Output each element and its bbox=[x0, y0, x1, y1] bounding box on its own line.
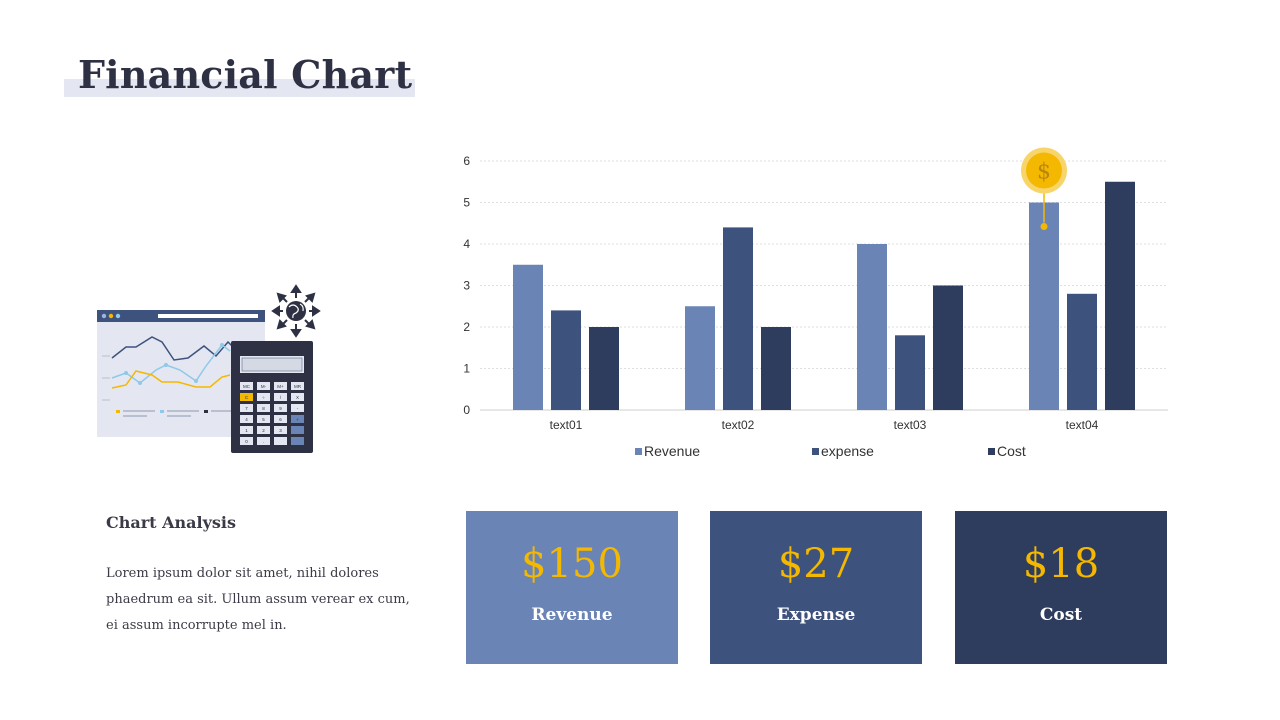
calculator-key-label: 0 bbox=[245, 439, 248, 444]
calculator-key bbox=[257, 426, 270, 434]
calculator-key bbox=[240, 426, 253, 434]
bar-cost bbox=[761, 327, 791, 410]
revenue-card: $150 Revenue bbox=[466, 511, 678, 664]
y-tick-label: 2 bbox=[463, 320, 470, 334]
calculator-key bbox=[291, 415, 304, 423]
calculator-key bbox=[274, 426, 287, 434]
finance-illustration: MC M- M+ MR C ÷ / X 7 8 9 - 4 5 6 +1 2 3 0. bbox=[97, 284, 321, 453]
expense-label: Expense bbox=[776, 605, 856, 625]
globe-arrows-icon bbox=[271, 284, 321, 338]
calculator-key-label: 2 bbox=[262, 428, 265, 433]
calculator-key-label: 6 bbox=[279, 417, 282, 422]
bar-expense bbox=[723, 227, 753, 410]
calculator-key-label: . bbox=[263, 439, 264, 444]
calculator-icon: MC M- M+ MR C ÷ / X 7 8 9 - 4 5 6 +1 2 3 0. bbox=[231, 341, 313, 453]
y-tick-label: 1 bbox=[463, 362, 470, 376]
calculator-key-label: MR bbox=[294, 384, 302, 389]
calculator-key-label: MC bbox=[243, 384, 251, 389]
calculator-key bbox=[240, 415, 253, 423]
cost-amount: $18 bbox=[1022, 541, 1100, 587]
bar-revenue bbox=[685, 306, 715, 410]
y-tick-label: 3 bbox=[463, 279, 470, 293]
calculator-key bbox=[257, 437, 270, 445]
line-chart-icon bbox=[102, 336, 237, 417]
dollar-coin-icon bbox=[1026, 152, 1062, 189]
calculator-key bbox=[240, 382, 253, 390]
expense-amount: $27 bbox=[777, 541, 855, 587]
legend-swatch bbox=[812, 448, 819, 455]
bar-revenue bbox=[513, 264, 543, 410]
calculator-key-label: 1 bbox=[245, 428, 248, 433]
calculator-key-label: 9 bbox=[279, 406, 282, 411]
y-tick-label: 0 bbox=[463, 403, 470, 417]
calculator-key bbox=[291, 393, 304, 401]
bar-cost bbox=[1105, 181, 1135, 410]
calculator-key bbox=[291, 382, 304, 390]
coin-stem-dot bbox=[1040, 223, 1048, 230]
financial-bar-chart: 0 1 2 3 4 5 6 text01 text02 text03 text04 $ Revenue e… bbox=[463, 147, 1168, 459]
analysis-text: Lorem ipsum dolor sit amet, nihil dolore… bbox=[106, 566, 410, 633]
title-highlight-band bbox=[64, 79, 415, 97]
x-tick-label: text03 bbox=[894, 418, 927, 432]
revenue-label: Revenue bbox=[531, 605, 613, 625]
calculator-key bbox=[274, 393, 287, 401]
dollar-coin-symbol: $ bbox=[1037, 160, 1051, 185]
calculator-key-label: 3 bbox=[279, 428, 282, 433]
bar-cost bbox=[589, 327, 619, 410]
expense-card: $27 Expense bbox=[710, 511, 922, 664]
calculator-key-label: X bbox=[296, 395, 299, 400]
x-tick-label: text02 bbox=[722, 418, 755, 432]
x-tick-label: text04 bbox=[1066, 418, 1099, 432]
x-tick-label: text01 bbox=[550, 418, 583, 432]
calculator-key-label: ÷ bbox=[262, 395, 265, 400]
legend-label: Cost bbox=[997, 443, 1026, 459]
calculator-key bbox=[291, 437, 304, 445]
cost-label: Cost bbox=[1039, 605, 1083, 625]
calculator-key bbox=[257, 393, 270, 401]
calculator-key bbox=[274, 382, 287, 390]
calculator-key-label: M+ bbox=[277, 384, 284, 389]
calculator-key-label: 4 bbox=[245, 417, 248, 422]
cost-card: $18 Cost bbox=[955, 511, 1167, 664]
calculator-key bbox=[291, 426, 304, 434]
bar-revenue bbox=[1029, 202, 1059, 410]
calculator-key bbox=[257, 404, 270, 412]
calculator-key bbox=[274, 415, 287, 423]
calculator-key bbox=[257, 415, 270, 423]
calculator-key-label: 7 bbox=[245, 406, 248, 411]
analysis-title: Chart Analysis bbox=[106, 513, 237, 532]
calculator-key bbox=[274, 437, 287, 445]
calculator-key-label: 8 bbox=[262, 406, 265, 411]
calculator-key-label: - bbox=[297, 406, 299, 411]
legend-swatch bbox=[635, 448, 642, 455]
y-tick-label: 5 bbox=[463, 196, 470, 210]
page-title: Financial Chart bbox=[78, 52, 413, 97]
calculator-key bbox=[240, 437, 253, 445]
legend-swatch bbox=[988, 448, 995, 455]
calculator-key bbox=[240, 404, 253, 412]
bar-expense bbox=[1067, 293, 1097, 410]
bar-revenue bbox=[857, 244, 887, 410]
calculator-key-label: C bbox=[245, 395, 249, 400]
calculator-key bbox=[274, 404, 287, 412]
calculator-key bbox=[257, 382, 270, 390]
calculator-key bbox=[291, 404, 304, 412]
y-tick-label: 4 bbox=[463, 237, 470, 251]
calculator-key bbox=[240, 393, 253, 401]
calculator-key-label: / bbox=[280, 395, 282, 400]
calculator-key-label: 5 bbox=[262, 417, 265, 422]
legend-label: expense bbox=[821, 443, 874, 459]
bar-expense bbox=[895, 335, 925, 410]
bar-expense bbox=[551, 310, 581, 410]
calculator-key-label: + bbox=[296, 417, 299, 422]
revenue-amount: $150 bbox=[521, 541, 623, 587]
y-tick-label: 6 bbox=[463, 154, 470, 168]
legend-label: Revenue bbox=[644, 443, 700, 459]
calculator-key-label: M- bbox=[261, 384, 267, 389]
bar-cost bbox=[933, 285, 963, 410]
